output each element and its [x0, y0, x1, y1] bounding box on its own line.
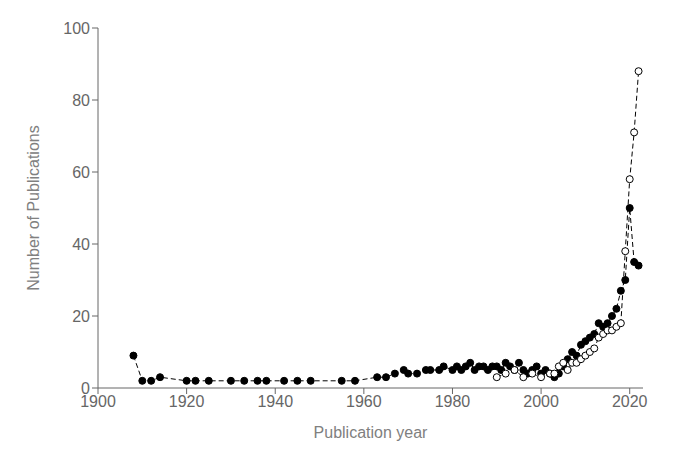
svg-text:60: 60	[72, 164, 90, 181]
svg-text:2020: 2020	[612, 393, 648, 410]
svg-text:2000: 2000	[523, 393, 559, 410]
svg-text:0: 0	[81, 380, 90, 397]
svg-text:Publication year: Publication year	[314, 424, 429, 441]
svg-text:40: 40	[72, 236, 90, 253]
svg-text:100: 100	[63, 20, 90, 37]
svg-text:80: 80	[72, 92, 90, 109]
svg-text:1940: 1940	[257, 393, 293, 410]
svg-text:Number of Publications: Number of Publications	[25, 125, 42, 290]
svg-text:20: 20	[72, 308, 90, 325]
svg-text:1900: 1900	[80, 393, 116, 411]
svg-text:1980: 1980	[435, 393, 471, 410]
svg-text:1920: 1920	[169, 393, 205, 410]
svg-text:1960: 1960	[346, 393, 382, 410]
